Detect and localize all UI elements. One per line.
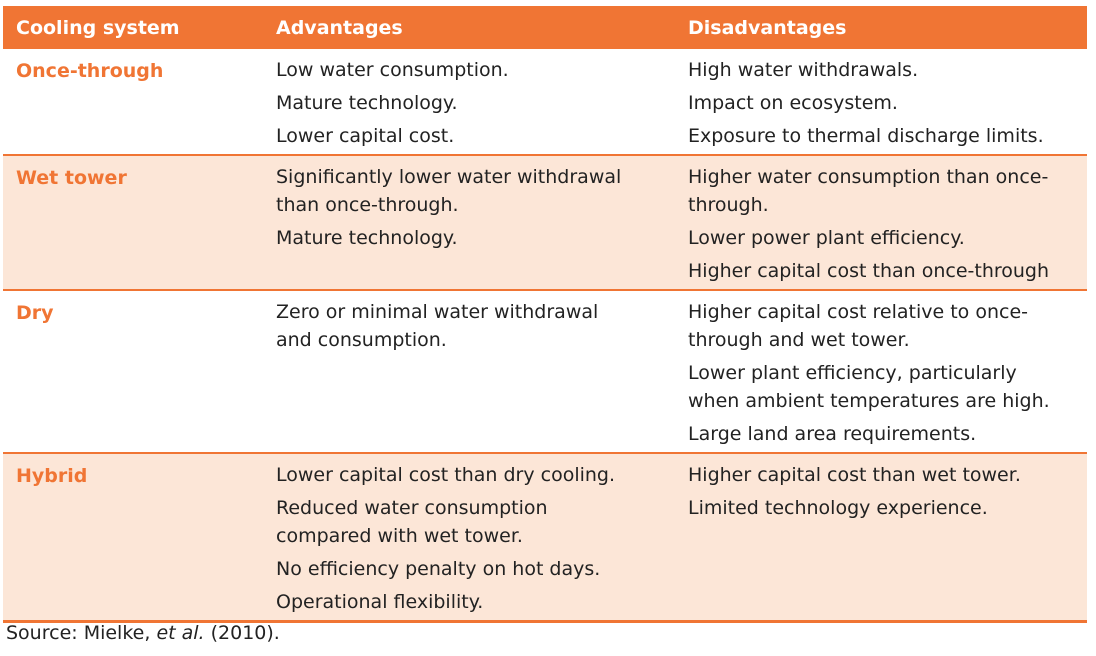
disadvantage-item: Higher capital cost than once-through bbox=[688, 260, 1050, 282]
cooling-systems-table: Cooling system Advantages Disadvantages … bbox=[3, 6, 1087, 623]
source-prefix: Source: Mielke, bbox=[6, 622, 157, 644]
advantages-cell: Zero or minimal water withdrawal and con… bbox=[262, 291, 673, 452]
advantage-item: Mature technology. bbox=[276, 227, 458, 249]
disadvantage-item: Higher water consumption than once- thro… bbox=[688, 166, 1049, 216]
header-cooling-system: Cooling system bbox=[16, 16, 180, 39]
system-name: Hybrid bbox=[16, 465, 88, 487]
table-header: Cooling system Advantages Disadvantages bbox=[3, 6, 1087, 49]
system-name: Once-through bbox=[16, 60, 164, 82]
disadvantage-item: Higher capital cost relative to once- th… bbox=[688, 301, 1028, 351]
table-row: Once-through Low water consumption. Matu… bbox=[3, 49, 1087, 156]
advantage-item: Significantly lower water withdrawal tha… bbox=[276, 166, 622, 216]
system-name: Dry bbox=[16, 302, 54, 324]
disadvantage-item: Limited technology experience. bbox=[688, 497, 988, 519]
advantages-cell: Significantly lower water withdrawal tha… bbox=[262, 156, 673, 289]
source-suffix: (2010). bbox=[204, 622, 280, 644]
advantage-item: Low water consumption. bbox=[276, 59, 509, 81]
system-name: Wet tower bbox=[16, 167, 127, 189]
disadvantages-cell: Higher capital cost relative to once- th… bbox=[673, 291, 1087, 452]
table-row: Hybrid Lower capital cost than dry cooli… bbox=[3, 454, 1087, 623]
table-row: Wet tower Significantly lower water with… bbox=[3, 156, 1087, 291]
disadvantage-item: High water withdrawals. bbox=[688, 59, 919, 81]
header-disadvantages: Disadvantages bbox=[688, 16, 847, 39]
advantage-item: Lower capital cost. bbox=[276, 125, 455, 147]
source-italic: et al. bbox=[156, 622, 205, 644]
disadvantages-cell: Higher water consumption than once- thro… bbox=[673, 156, 1087, 289]
advantage-item: Reduced water consumption compared with … bbox=[276, 497, 548, 547]
source-note: Source: Mielke, et al. (2010). bbox=[6, 622, 280, 644]
advantages-cell: Low water consumption. Mature technology… bbox=[262, 49, 673, 154]
advantage-item: Zero or minimal water withdrawal and con… bbox=[276, 301, 599, 351]
disadvantage-item: Lower plant efficiency, particularly whe… bbox=[688, 362, 1050, 412]
disadvantage-item: Higher capital cost than wet tower. bbox=[688, 464, 1021, 486]
disadvantage-item: Large land area requirements. bbox=[688, 423, 977, 445]
advantage-item: No efficiency penalty on hot days. bbox=[276, 558, 601, 580]
disadvantages-cell: Higher capital cost than wet tower. Limi… bbox=[673, 454, 1087, 620]
disadvantages-cell: High water withdrawals. Impact on ecosys… bbox=[673, 49, 1087, 154]
disadvantage-item: Exposure to thermal discharge limits. bbox=[688, 125, 1044, 147]
header-advantages: Advantages bbox=[276, 16, 403, 39]
disadvantage-item: Impact on ecosystem. bbox=[688, 92, 898, 114]
advantage-item: Mature technology. bbox=[276, 92, 458, 114]
table-row: Dry Zero or minimal water withdrawal and… bbox=[3, 291, 1087, 454]
advantages-cell: Lower capital cost than dry cooling. Red… bbox=[262, 454, 673, 620]
advantage-item: Lower capital cost than dry cooling. bbox=[276, 464, 616, 486]
disadvantage-item: Lower power plant efficiency. bbox=[688, 227, 965, 249]
advantage-item: Operational flexibility. bbox=[276, 591, 484, 613]
